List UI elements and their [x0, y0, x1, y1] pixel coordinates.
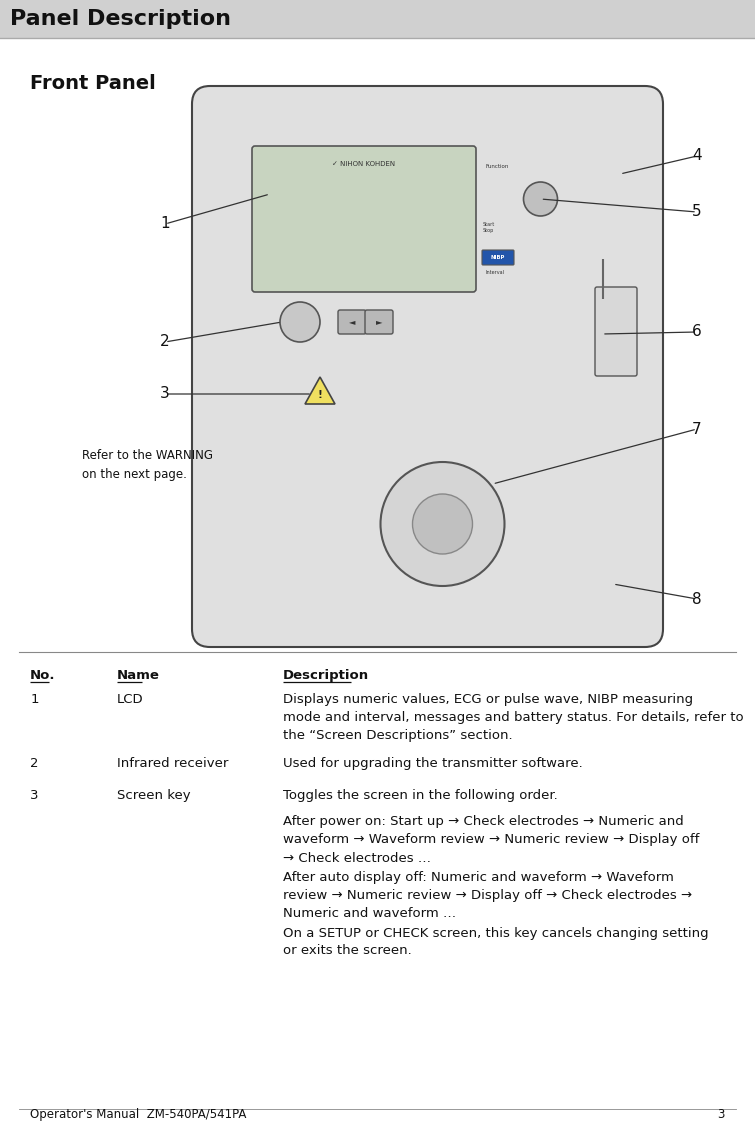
Text: Front Panel: Front Panel [30, 74, 156, 93]
FancyBboxPatch shape [338, 310, 366, 334]
Text: Start
Stop: Start Stop [483, 222, 495, 233]
Text: 3: 3 [30, 789, 39, 802]
Text: LCD: LCD [117, 693, 143, 706]
FancyBboxPatch shape [192, 87, 663, 647]
Text: Displays numeric values, ECG or pulse wave, NIBP measuring
mode and interval, me: Displays numeric values, ECG or pulse wa… [283, 693, 744, 741]
Text: Screen key: Screen key [117, 789, 191, 802]
Polygon shape [305, 377, 335, 404]
Text: No.: No. [30, 669, 56, 682]
Text: Function: Function [486, 164, 510, 169]
FancyBboxPatch shape [0, 0, 755, 38]
Text: 4: 4 [692, 148, 702, 164]
Text: 2: 2 [30, 757, 39, 770]
Circle shape [523, 182, 557, 216]
Text: !: ! [318, 390, 322, 400]
Text: Infrared receiver: Infrared receiver [117, 757, 229, 770]
FancyBboxPatch shape [595, 287, 637, 376]
Circle shape [381, 462, 504, 585]
Text: 3: 3 [160, 386, 170, 402]
FancyBboxPatch shape [252, 146, 476, 292]
Text: 1: 1 [160, 216, 170, 231]
Text: 3: 3 [717, 1108, 725, 1121]
Text: On a SETUP or CHECK screen, this key cancels changing setting
or exits the scree: On a SETUP or CHECK screen, this key can… [283, 926, 709, 958]
Text: ►: ► [376, 318, 382, 327]
Text: 7: 7 [692, 421, 702, 436]
Text: Refer to the WARNING
on the next page.: Refer to the WARNING on the next page. [82, 449, 213, 481]
Text: Used for upgrading the transmitter software.: Used for upgrading the transmitter softw… [283, 757, 583, 770]
Text: ✓ NIHON KOHDEN: ✓ NIHON KOHDEN [332, 161, 396, 167]
Text: Toggles the screen in the following order.: Toggles the screen in the following orde… [283, 789, 558, 802]
Text: Operator's Manual  ZM-540PA/541PA: Operator's Manual ZM-540PA/541PA [30, 1108, 246, 1121]
Text: Description: Description [283, 669, 369, 682]
Text: After power on: Start up → Check electrodes → Numeric and
waveform → Waveform re: After power on: Start up → Check electro… [283, 816, 699, 865]
Circle shape [280, 302, 320, 342]
Text: Panel Description: Panel Description [10, 9, 231, 28]
Text: 1: 1 [30, 693, 39, 706]
Text: 8: 8 [692, 591, 702, 606]
Text: 5: 5 [692, 205, 702, 220]
Text: 6: 6 [692, 325, 702, 339]
Text: Name: Name [117, 669, 160, 682]
Text: After auto display off: Numeric and waveform → Waveform
review → Numeric review : After auto display off: Numeric and wave… [283, 871, 692, 920]
Text: ◄: ◄ [349, 318, 356, 327]
Text: Interval: Interval [485, 270, 504, 274]
FancyBboxPatch shape [365, 310, 393, 334]
FancyBboxPatch shape [482, 249, 514, 265]
Text: NIBP: NIBP [491, 255, 505, 260]
Circle shape [412, 494, 473, 554]
Text: 2: 2 [160, 335, 170, 350]
